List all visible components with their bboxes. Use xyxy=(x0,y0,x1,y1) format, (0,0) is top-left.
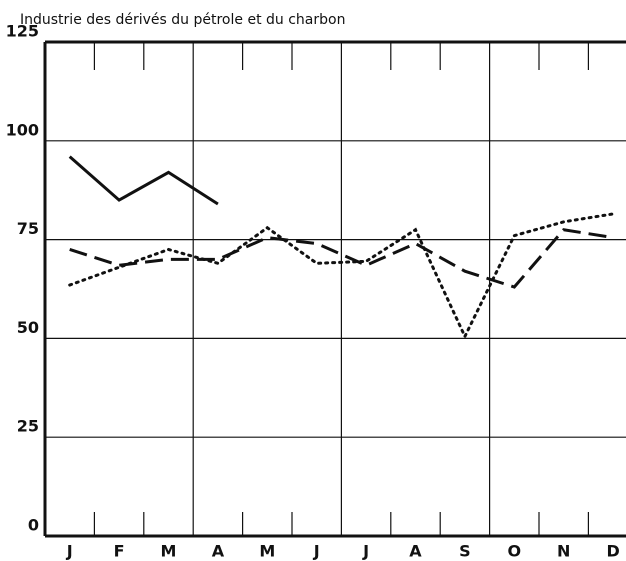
x-tick-label: J xyxy=(362,542,369,561)
series-line xyxy=(68,212,615,340)
series-line xyxy=(69,228,614,289)
y-tick-label: 50 xyxy=(17,318,39,337)
x-tick-label: S xyxy=(459,542,471,561)
x-tick-label: M xyxy=(161,542,177,561)
y-tick-label: 25 xyxy=(17,417,39,436)
x-tick-label: O xyxy=(507,542,521,561)
x-tick-label: A xyxy=(409,542,422,561)
x-tick-label: N xyxy=(557,542,570,561)
series-line xyxy=(68,155,219,206)
y-tick-label: 125 xyxy=(6,22,39,41)
chart-title: Industrie des dérivés du pétrole et du c… xyxy=(20,12,345,28)
x-tick-label: F xyxy=(114,542,125,561)
x-tick-label: D xyxy=(606,542,619,561)
x-tick-label: J xyxy=(313,542,320,561)
y-tick-label: 100 xyxy=(6,120,39,139)
y-tick-label: 75 xyxy=(17,219,39,238)
y-tick-label: 0 xyxy=(28,516,39,535)
x-tick-label: A xyxy=(212,542,225,561)
x-tick-label: M xyxy=(259,542,275,561)
x-tick-label: J xyxy=(66,542,73,561)
